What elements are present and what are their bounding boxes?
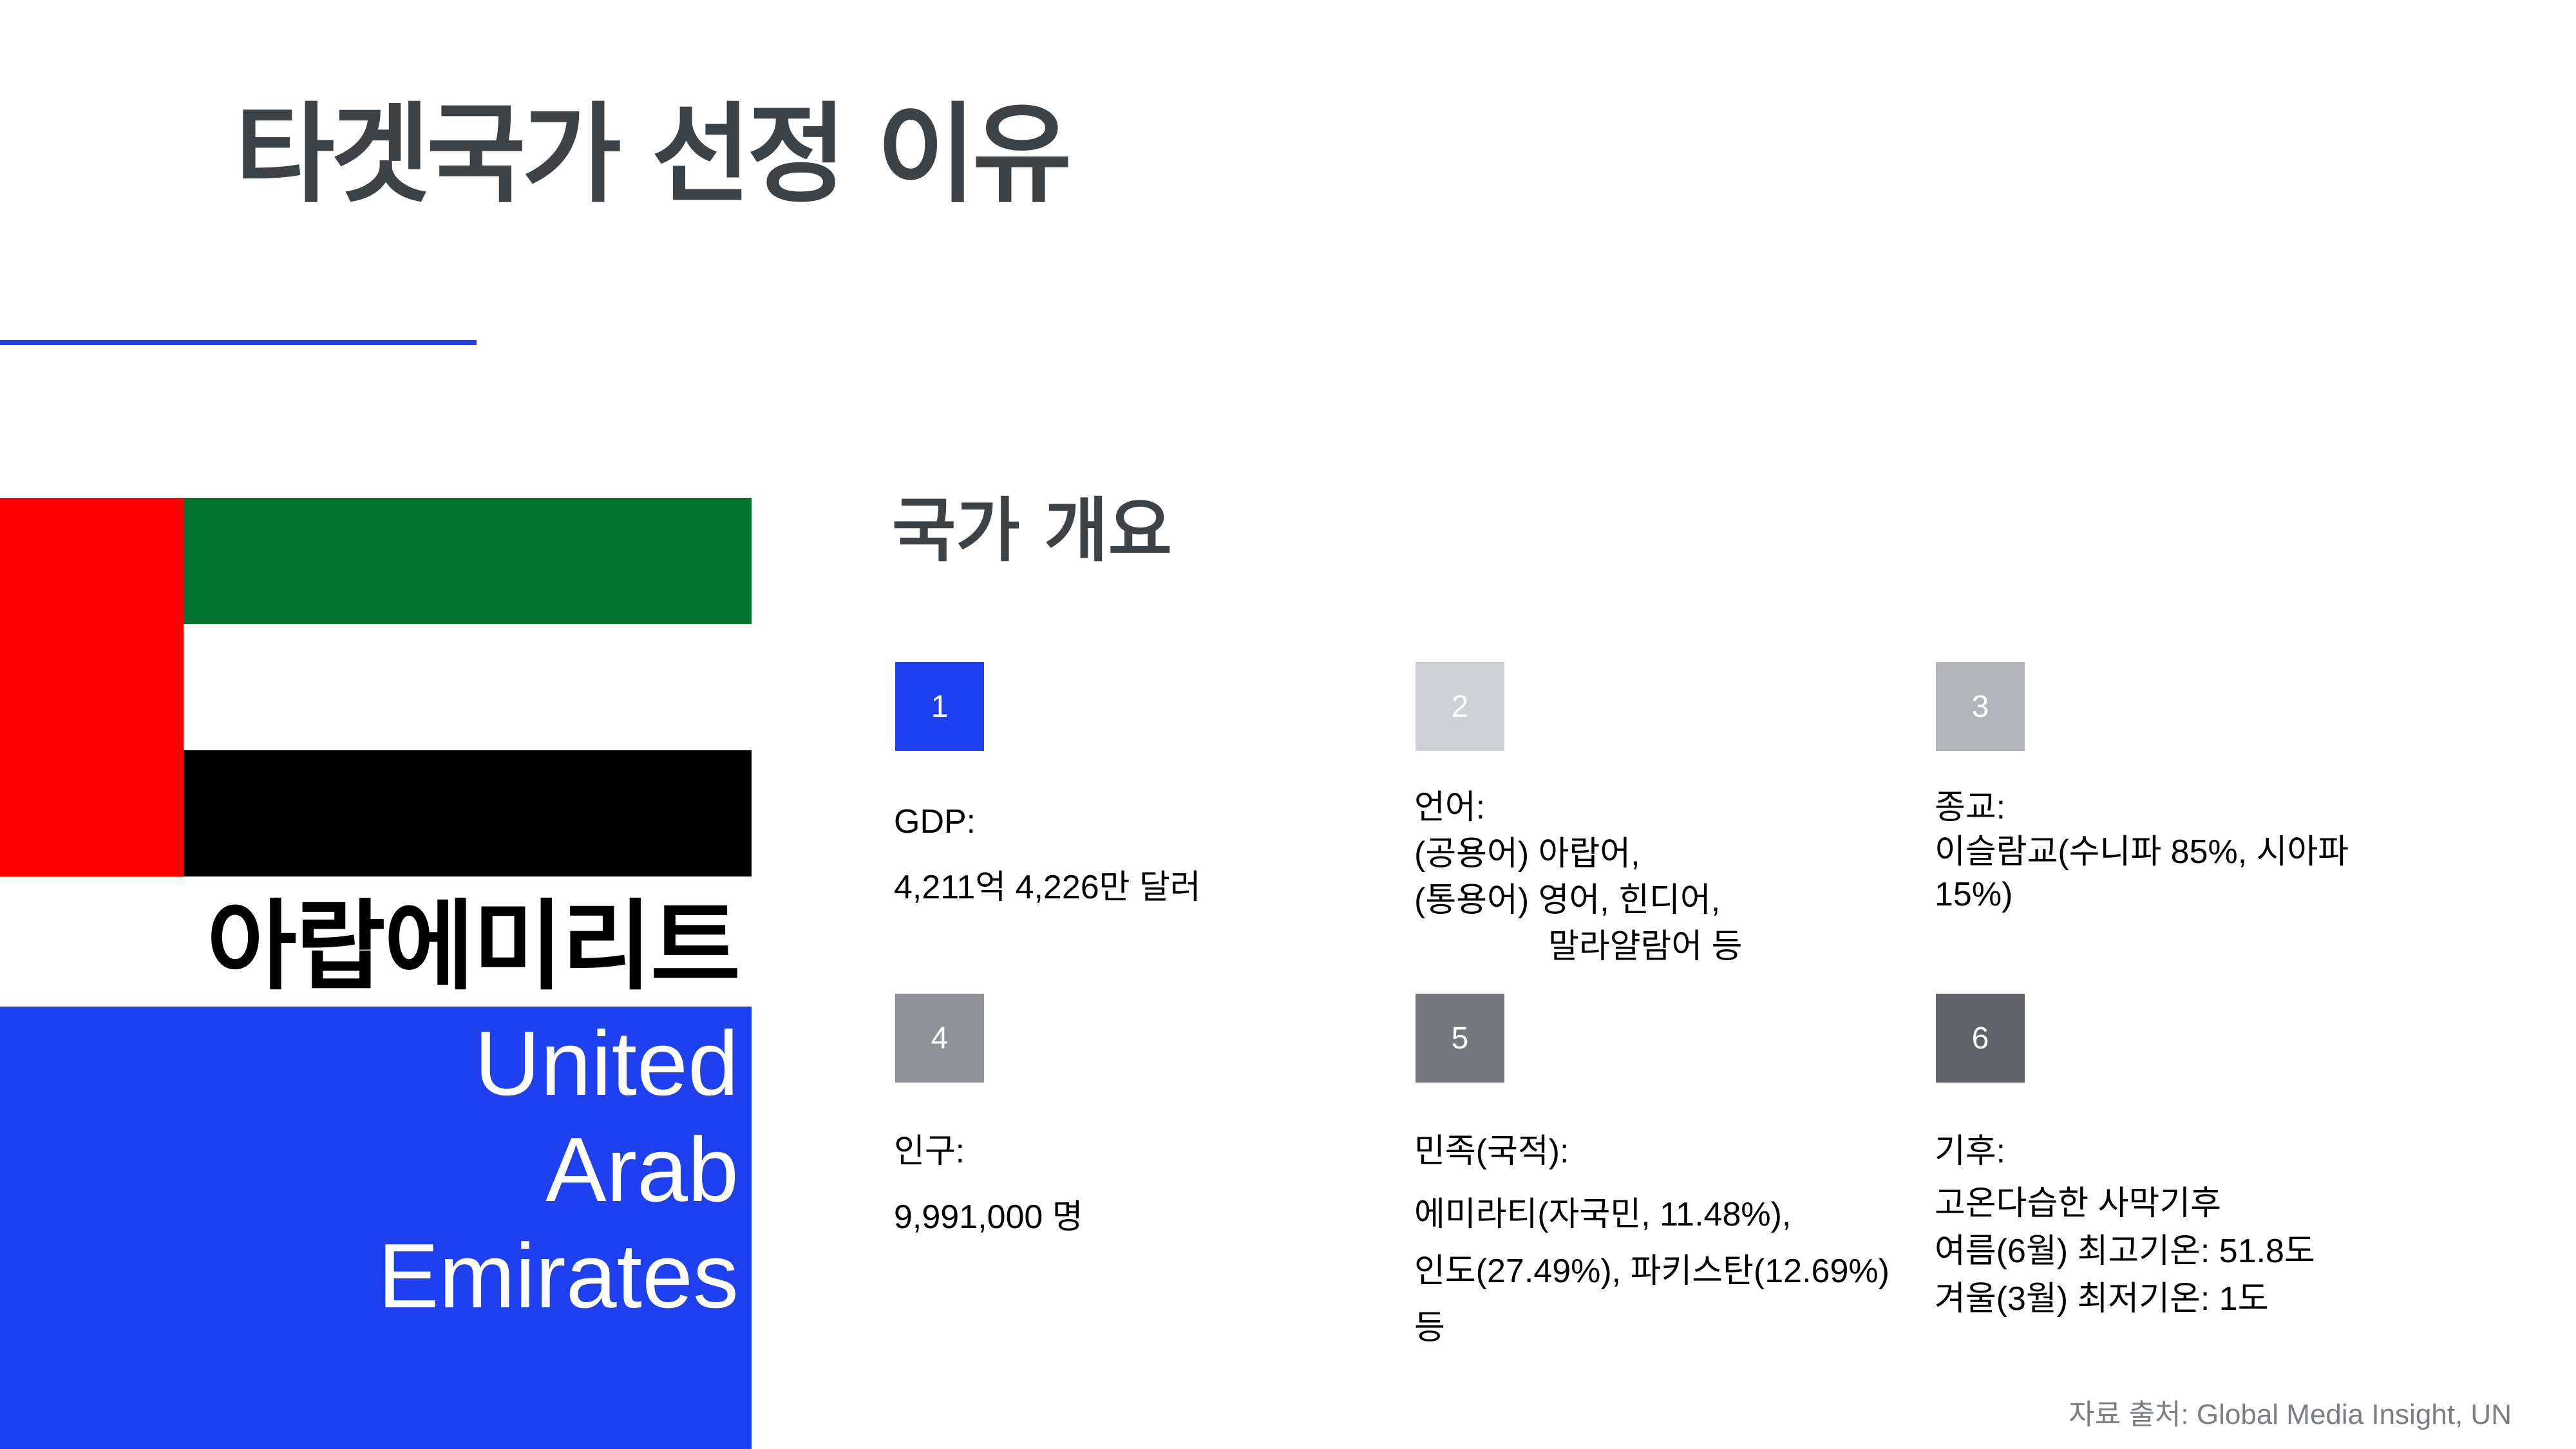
uae-flag — [0, 498, 752, 876]
card-number-badge: 5 — [1416, 994, 1504, 1083]
card-religion: 종교: 이슬람교(수니파 85%, 시아파 15%) — [1935, 784, 2349, 916]
country-name-english-line: United — [474, 1012, 739, 1115]
card-value: (공용어) 아랍어, — [1414, 835, 1640, 873]
card-value: 9,991,000 명 — [894, 1198, 1083, 1236]
section-title: 국가 개요 — [892, 491, 1173, 571]
card-ethnicity: 민족(국적): 에미라티(자국민, 11.48%), 인도(27.49%), 파… — [1414, 1128, 1889, 1356]
country-name-panel: United Arab Emirates — [0, 1007, 752, 1449]
card-number-badge: 1 — [895, 662, 984, 751]
country-name-korean: 아랍에미리트 — [206, 889, 741, 1003]
card-value: 에미라티(자국민, 11.48%), — [1414, 1196, 1792, 1233]
card-number-badge: 6 — [1936, 994, 2025, 1083]
card-value: 고온다습한 사막기후 — [1935, 1185, 2222, 1222]
card-gdp: GDP: 4,211억 4,226만 달러 — [894, 799, 1201, 911]
flag-black-stripe — [184, 750, 752, 876]
country-name-english: United Arab Emirates — [378, 1010, 739, 1329]
card-value: 등 — [1414, 1309, 1445, 1347]
title-underline — [0, 340, 477, 345]
card-label: GDP: — [894, 803, 976, 840]
card-language: 언어: (공용어) 아랍어, (통용어) 영어, 힌디어, 말라얄람어 등 — [1414, 784, 1743, 970]
card-value: 겨울(3월) 최저기온: 1도 — [1935, 1280, 2269, 1318]
card-value: (통용어) 영어, 힌디어, — [1414, 882, 1721, 919]
country-name-english-line: Emirates — [377, 1225, 739, 1327]
card-value: 인도(27.49%), 파키스탄(12.69%) — [1414, 1253, 1889, 1290]
card-label: 언어: — [1414, 789, 1486, 826]
card-number-badge: 4 — [895, 994, 984, 1083]
page-title: 타겟국가 선정 이유 — [235, 91, 1072, 218]
card-population: 인구: 9,991,000 명 — [894, 1128, 1083, 1240]
card-value: 이슬람교(수니파 85%, 시아파 — [1935, 833, 2349, 871]
card-value: 15%) — [1935, 876, 2013, 913]
source-note: 자료 출처: Global Media Insight, UN — [2069, 1399, 2512, 1430]
card-label: 민족(국적): — [1414, 1133, 1569, 1170]
flag-red-band — [0, 498, 184, 876]
flag-white-stripe — [184, 624, 752, 750]
card-label: 종교: — [1935, 789, 2006, 826]
card-label: 기후: — [1935, 1133, 2006, 1170]
card-climate: 기후: 고온다습한 사막기후 여름(6월) 최고기온: 51.8도 겨울(3월)… — [1935, 1128, 2315, 1323]
flag-green-stripe — [184, 498, 752, 624]
country-name-english-line: Arab — [545, 1119, 739, 1221]
card-number-badge: 2 — [1416, 662, 1504, 751]
card-value: 말라얄람어 등 — [1548, 928, 1743, 965]
card-label: 인구: — [894, 1133, 965, 1170]
card-number-badge: 3 — [1936, 662, 2025, 751]
card-value: 여름(6월) 최고기온: 51.8도 — [1935, 1233, 2315, 1270]
card-value: 4,211억 4,226만 달러 — [894, 869, 1201, 906]
